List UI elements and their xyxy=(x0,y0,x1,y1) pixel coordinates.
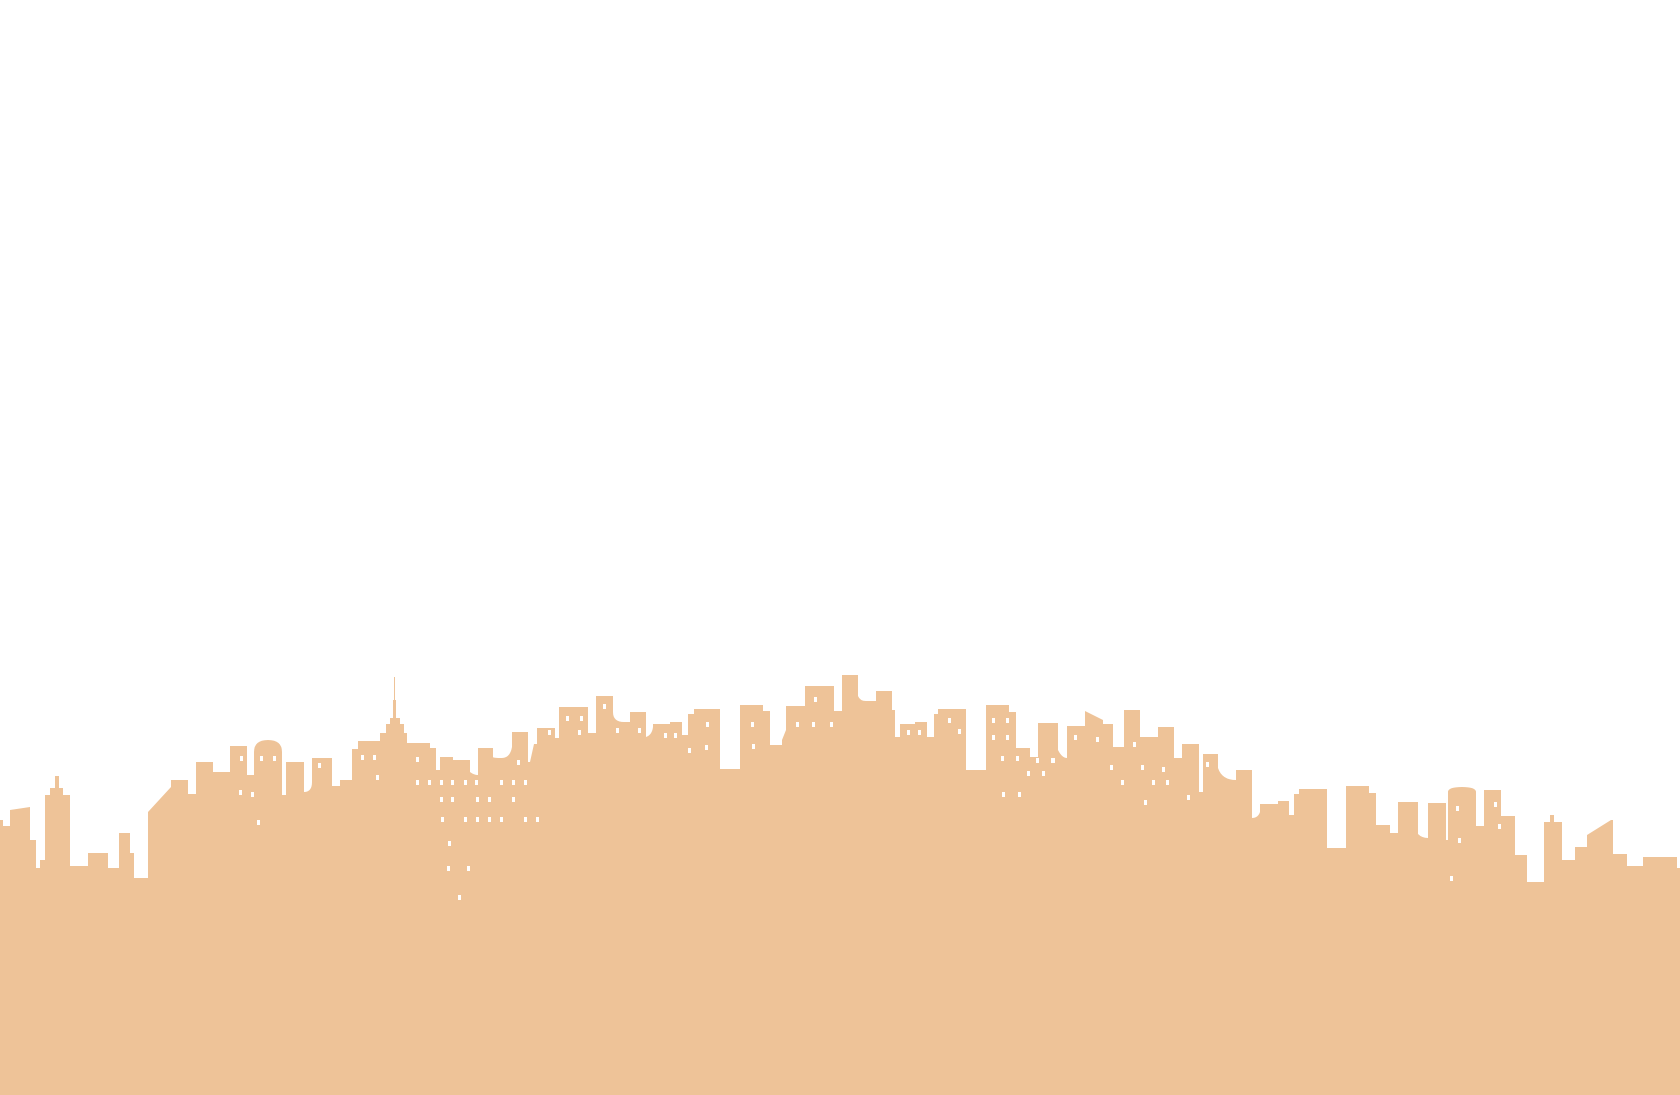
skyline-shape xyxy=(0,675,1680,1095)
building-windows xyxy=(239,697,1501,900)
